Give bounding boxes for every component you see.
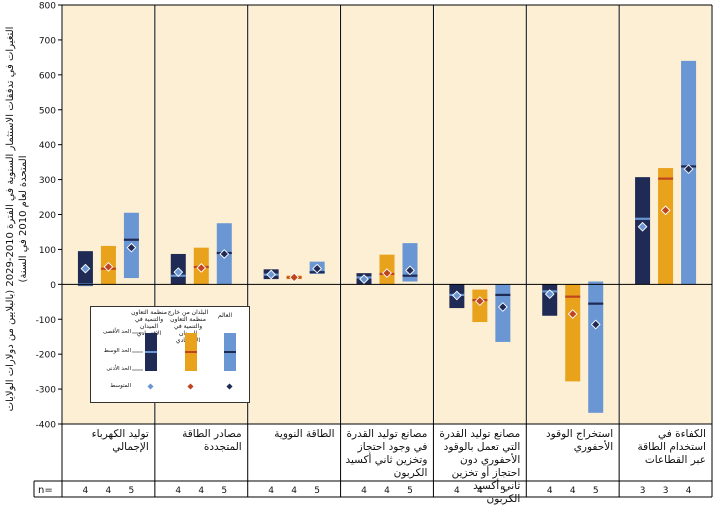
panel-4 bbox=[434, 5, 526, 424]
n-value-0-1: 4 bbox=[106, 486, 112, 496]
mean-marker-1-0 bbox=[173, 267, 184, 277]
legend-mean-oecd bbox=[146, 382, 155, 391]
y-tick-label-400: 400 bbox=[39, 141, 56, 151]
legend-swatches bbox=[132, 332, 236, 391]
n-value-5-0: 4 bbox=[547, 486, 553, 496]
legend-median-world bbox=[224, 351, 236, 353]
n-value-1-0: 4 bbox=[175, 486, 181, 496]
mean-marker-1-1 bbox=[196, 263, 207, 273]
n-value-3-2: 5 bbox=[407, 486, 413, 496]
n-value-2-2: 5 bbox=[314, 486, 320, 496]
median-0-2 bbox=[123, 238, 139, 241]
n-value-3-0: 4 bbox=[361, 486, 367, 496]
panel-backgrounds bbox=[61, 5, 713, 497]
legend-label-max: الحد الأقصى bbox=[102, 329, 131, 335]
mean-marker-3-1 bbox=[382, 268, 392, 279]
mean-marker-3-0 bbox=[359, 274, 369, 284]
mean-marker-0-2 bbox=[126, 242, 137, 253]
n-value-6-1: 3 bbox=[663, 486, 669, 496]
n-row: 4 4 5 4 4 5 4 4 5 4 4 5 4 4 5 4 4 5 3 3 4 bbox=[33, 480, 712, 498]
y-tick-label-800: 800 bbox=[39, 2, 56, 12]
n-value-4-0: 4 bbox=[454, 486, 460, 496]
y-axis-label: التغيرات في تدفقات الاستثمار السنوية في … bbox=[5, 26, 29, 412]
mean-marker-4-0 bbox=[451, 290, 462, 301]
legend-label-median: الحد الوسط bbox=[103, 348, 131, 354]
y-tick-label-600: 600 bbox=[39, 71, 56, 81]
mean-marker-4-2 bbox=[497, 302, 508, 312]
n-value-0-0: 4 bbox=[83, 486, 89, 496]
mean-marker-6-1 bbox=[660, 205, 671, 216]
y-tick-label--300: -300 bbox=[36, 386, 57, 396]
category-label-6: الكفاءة في استخدام الطاقة عبر القطاعات bbox=[637, 428, 706, 466]
legend-label-min: الحد الأدنى bbox=[106, 366, 131, 372]
bar-5-1 bbox=[565, 284, 581, 382]
category-label-0: توليد الكهرباء الإجمالي bbox=[91, 428, 149, 453]
n-value-5-1: 4 bbox=[570, 486, 576, 496]
bar-5-2 bbox=[588, 281, 604, 413]
legend: العالم البلدان من خارج منظمة التعاون وال… bbox=[90, 306, 250, 403]
category-label-4: مصانع توليد القدرة التي تعمل بالوقود الأ… bbox=[439, 428, 521, 505]
mean-marker-2-0 bbox=[266, 269, 277, 280]
y-tick-label-100: 100 bbox=[39, 246, 56, 256]
y-tick-label-300: 300 bbox=[39, 176, 56, 186]
legend-median-oecd bbox=[145, 351, 157, 353]
median-6-1 bbox=[658, 177, 674, 180]
bar-5-0 bbox=[542, 284, 558, 316]
mean-marker-2-1 bbox=[289, 272, 300, 283]
mean-marker-6-2 bbox=[683, 164, 694, 174]
y-axis: -400 -300 -200 -100 0 100 200 300 400 500 600 700 80… bbox=[36, 2, 712, 431]
n-value-2-1: 4 bbox=[291, 486, 297, 496]
n-value-0-2: 5 bbox=[129, 486, 135, 496]
bar-6-1 bbox=[658, 168, 674, 285]
bar-4-2 bbox=[495, 284, 511, 342]
mean-marker-2-2 bbox=[312, 263, 323, 274]
n-value-6-2: 4 bbox=[686, 486, 692, 496]
category-label-2: الطاقة النووية bbox=[274, 428, 335, 440]
legend-mean-non-oecd bbox=[186, 382, 195, 391]
mean-marker-5-1 bbox=[567, 309, 578, 319]
mean-marker-6-0 bbox=[637, 221, 648, 232]
y-tick-label-0: 0 bbox=[50, 281, 56, 291]
y-tick-label-200: 200 bbox=[39, 211, 56, 221]
legend-label-mean: المتوسط bbox=[110, 383, 131, 389]
legend-header-world: العالم bbox=[217, 312, 233, 319]
n-value-4-2: 5 bbox=[500, 486, 506, 496]
n-value-3-1: 4 bbox=[384, 486, 390, 496]
n-value-2-0: 4 bbox=[268, 486, 274, 496]
y-tick-label--200: -200 bbox=[36, 351, 57, 361]
mean-marker-3-2 bbox=[405, 265, 415, 276]
y-tick-label--400: -400 bbox=[36, 421, 57, 431]
median-5-2 bbox=[588, 302, 604, 305]
n-value-6-0: 3 bbox=[640, 486, 646, 496]
mean-marker-5-0 bbox=[544, 289, 555, 299]
legend-median-non-oecd bbox=[185, 351, 197, 353]
n-value-4-1: 4 bbox=[477, 486, 483, 496]
y-tick-label--100: -100 bbox=[36, 316, 57, 326]
mean-marker-5-2 bbox=[590, 319, 601, 330]
n-value-5-2: 5 bbox=[593, 486, 599, 496]
category-label-5: استخراج الوقود الأحفوري bbox=[545, 428, 614, 453]
y-tick-label-500: 500 bbox=[39, 106, 56, 116]
median-6-0 bbox=[635, 217, 651, 220]
legend-mean-world bbox=[225, 382, 234, 391]
mean-marker-4-1 bbox=[474, 296, 485, 306]
median-5-1 bbox=[565, 295, 581, 298]
bar-3-2 bbox=[402, 243, 418, 282]
category-label-1: مصادر الطاقة المتجددة bbox=[182, 428, 242, 453]
n-value-1-2: 5 bbox=[221, 486, 227, 496]
mean-marker-0-0 bbox=[80, 263, 91, 274]
median-4-2 bbox=[495, 293, 511, 297]
y-tick-label-700: 700 bbox=[39, 36, 56, 46]
panel-3 bbox=[341, 5, 433, 424]
panel-2 bbox=[248, 5, 340, 424]
median-3-2 bbox=[402, 274, 418, 277]
category-label-3: مصانع توليد القدرة في وجود احتجاز وتخزين… bbox=[345, 428, 428, 479]
n-value-1-1: 4 bbox=[198, 486, 204, 496]
n-label: n= bbox=[38, 485, 53, 496]
bar-groups bbox=[77, 60, 697, 413]
mean-marker-0-1 bbox=[103, 261, 114, 272]
mean-marker-1-2 bbox=[219, 249, 230, 259]
